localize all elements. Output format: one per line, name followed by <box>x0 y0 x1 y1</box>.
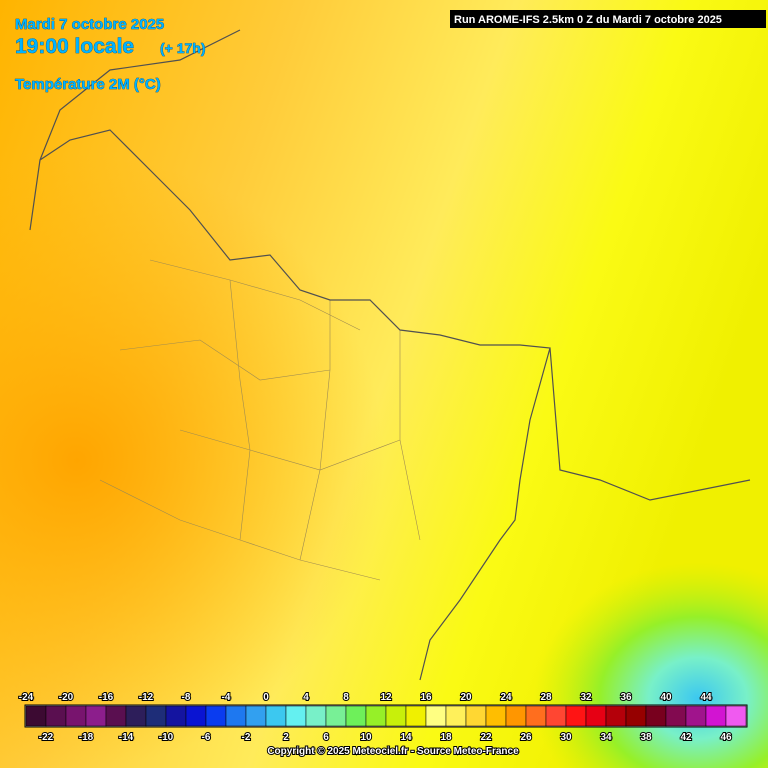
legend-label: 32 <box>580 692 592 703</box>
parameter: Température 2M (°C) <box>15 76 161 93</box>
legend-swatch <box>345 705 367 727</box>
legend-swatch <box>245 705 267 727</box>
legend-label: 24 <box>500 692 512 703</box>
legend-label: -14 <box>119 732 134 743</box>
legend-swatch <box>65 705 87 727</box>
legend-swatch <box>205 705 227 727</box>
legend-label: 42 <box>680 732 692 743</box>
legend-label: 38 <box>640 732 652 743</box>
legend-swatch <box>25 705 47 727</box>
legend-swatch <box>365 705 387 727</box>
legend-swatch <box>505 705 527 727</box>
legend-label: 18 <box>440 732 452 743</box>
legend-label: 12 <box>380 692 392 703</box>
legend-label: 28 <box>540 692 552 703</box>
legend-swatch <box>185 705 207 727</box>
legend-label: 4 <box>303 692 309 703</box>
legend-label: -8 <box>182 692 191 703</box>
legend-swatch <box>425 705 447 727</box>
legend-label: 30 <box>560 732 572 743</box>
date: Mardi 7 octobre 2025 <box>15 16 164 33</box>
legend-label: 8 <box>343 692 349 703</box>
copyright: Copyright © 2025 Meteociel.fr - Source M… <box>267 746 519 757</box>
legend-swatch <box>645 705 667 727</box>
legend-swatch <box>445 705 467 727</box>
legend-label: -20 <box>59 692 74 703</box>
legend-label: 20 <box>460 692 472 703</box>
legend-label: -18 <box>79 732 94 743</box>
legend-label: 0 <box>263 692 269 703</box>
legend-label: 44 <box>700 692 712 703</box>
legend-swatch <box>285 705 307 727</box>
legend-swatch <box>545 705 567 727</box>
country-borders <box>29 29 751 681</box>
legend-label: 26 <box>520 732 532 743</box>
legend-label: -4 <box>222 692 231 703</box>
legend-swatch <box>705 705 727 727</box>
run-banner <box>450 10 766 28</box>
legend-label: 16 <box>420 692 432 703</box>
legend-swatch <box>145 705 167 727</box>
legend-swatch <box>325 705 347 727</box>
legend-label: -22 <box>39 732 54 743</box>
alps-area <box>300 380 768 768</box>
legend-swatch <box>385 705 407 727</box>
legend-swatch <box>665 705 687 727</box>
offset: (+ 17h) <box>160 40 206 56</box>
legend-swatch <box>165 705 187 727</box>
legend-label: -6 <box>202 732 211 743</box>
legend-swatch <box>605 705 627 727</box>
legend-label: 46 <box>720 732 732 743</box>
legend-label: 2 <box>283 732 289 743</box>
legend-swatch <box>265 705 287 727</box>
legend-swatch <box>725 705 747 727</box>
legend-label: -10 <box>159 732 174 743</box>
time: 19:00 locale <box>15 35 134 58</box>
legend-swatch <box>465 705 487 727</box>
legend-swatch <box>585 705 607 727</box>
legend-swatch <box>565 705 587 727</box>
legend-swatch <box>405 705 427 727</box>
legend-label: 36 <box>620 692 632 703</box>
legend-swatch <box>485 705 507 727</box>
legend-label: 10 <box>360 732 372 743</box>
legend-swatch <box>525 705 547 727</box>
legend-label: 14 <box>400 732 412 743</box>
legend-swatch <box>105 705 127 727</box>
legend-label: 40 <box>660 692 672 703</box>
legend-swatch <box>85 705 107 727</box>
legend-label: -24 <box>19 692 34 703</box>
legend-label: -2 <box>242 732 251 743</box>
legend-label: 34 <box>600 732 612 743</box>
legend-swatch <box>625 705 647 727</box>
legend-label: 22 <box>480 732 492 743</box>
legend-label: -12 <box>139 692 154 703</box>
legend-swatch <box>125 705 147 727</box>
legend-swatch <box>225 705 247 727</box>
legend-swatch <box>45 705 67 727</box>
legend-label: -16 <box>99 692 114 703</box>
department-borders <box>99 259 421 581</box>
run-info: Run AROME-IFS 2.5km 0 Z du Mardi 7 octob… <box>454 14 722 26</box>
legend-label: 6 <box>323 732 329 743</box>
legend-swatch <box>305 705 327 727</box>
legend-swatch <box>685 705 707 727</box>
